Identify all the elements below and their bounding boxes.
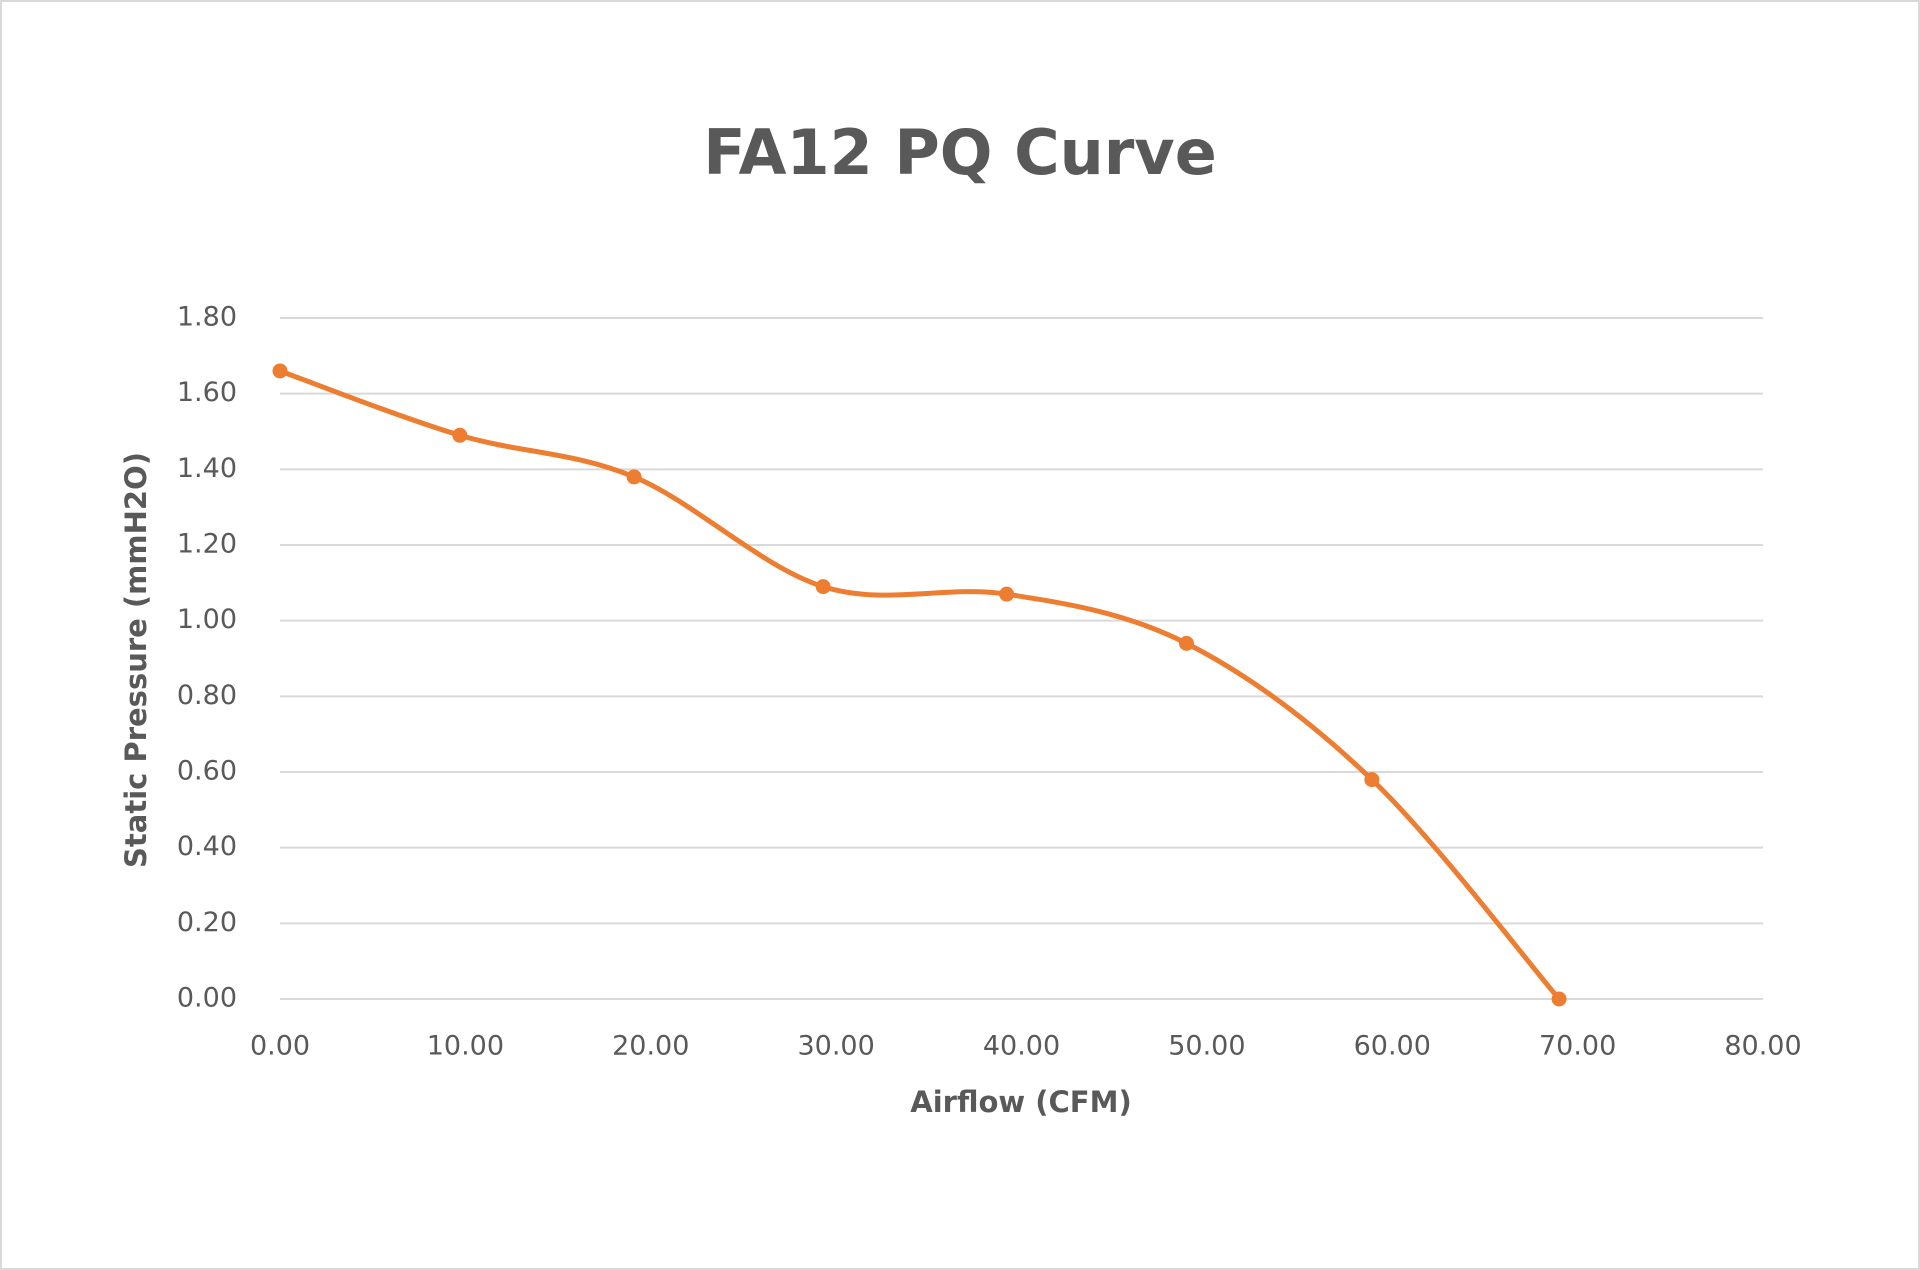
point: [1364, 772, 1380, 788]
y-tick-label: 1.20: [177, 529, 237, 560]
point: [815, 579, 831, 595]
y-tick-label: 0.40: [177, 831, 237, 862]
x-tick-label: 70.00: [1539, 1031, 1616, 1062]
y-tick-label: 1.00: [177, 604, 237, 635]
chart-title: FA12 PQ Curve: [703, 116, 1217, 189]
y-tick-label: 1.60: [177, 377, 237, 408]
x-tick-label: 80.00: [1724, 1031, 1801, 1062]
x-tick-label: 60.00: [1354, 1031, 1431, 1062]
x-tick-label: 30.00: [797, 1031, 874, 1062]
y-tick-label: 0.20: [177, 907, 237, 938]
x-axis-title: Airflow (CFM): [910, 1085, 1131, 1119]
point: [1178, 635, 1194, 651]
point: [626, 469, 642, 485]
point: [272, 363, 288, 379]
x-tick-label: 50.00: [1168, 1031, 1245, 1062]
point: [999, 586, 1015, 602]
x-tick-label: 10.00: [427, 1031, 504, 1062]
y-tick-label: 0.00: [177, 983, 237, 1014]
y-tick-label: 0.80: [177, 680, 237, 711]
y-tick-label: 0.60: [177, 756, 237, 787]
x-tick-label: 0.00: [250, 1031, 310, 1062]
y-axis-title: Static Pressure (mmH2O): [119, 452, 153, 868]
point: [1551, 991, 1567, 1007]
x-tick-label: 20.00: [612, 1031, 689, 1062]
y-tick-label: 1.80: [177, 302, 237, 333]
x-tick-label: 40.00: [983, 1031, 1060, 1062]
point: [452, 427, 468, 443]
y-tick-label: 1.40: [177, 453, 237, 484]
